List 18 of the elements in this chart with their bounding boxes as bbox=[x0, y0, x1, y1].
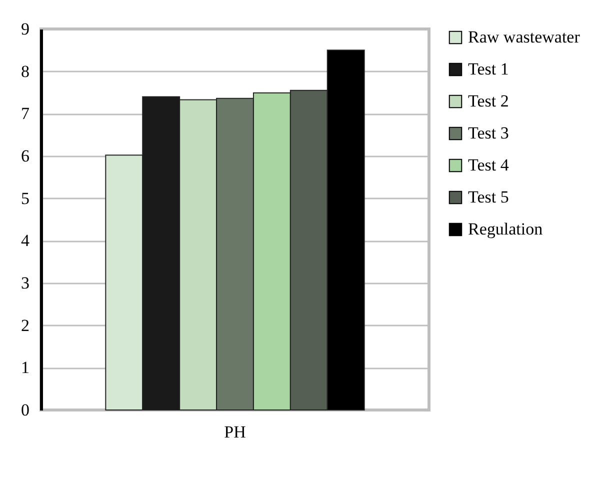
legend-label: Test 4 bbox=[468, 156, 510, 174]
legend-label: Test 5 bbox=[468, 188, 509, 206]
y-tick-label: 8 bbox=[21, 62, 30, 81]
legend-label: Regulation bbox=[468, 220, 544, 238]
y-tick-label: 4 bbox=[21, 231, 30, 250]
y-tick-label: 1 bbox=[21, 358, 30, 378]
legend-label: Test 3 bbox=[468, 124, 509, 142]
y-tick-label: 0 bbox=[21, 400, 30, 420]
y-tick-label: 9 bbox=[21, 20, 30, 38]
legend-label: Test 2 bbox=[468, 92, 509, 110]
y-tick-label: 7 bbox=[21, 104, 30, 124]
x-tick-label: PH bbox=[224, 422, 246, 442]
y-tick-label: 6 bbox=[21, 146, 30, 166]
y-tick-label: 5 bbox=[21, 188, 30, 208]
y-tick-label: 3 bbox=[21, 274, 30, 292]
y-tick-label: 2 bbox=[21, 316, 30, 335]
legend-label: Test 1 bbox=[468, 60, 509, 78]
legend-label: Raw wastewater bbox=[468, 28, 580, 46]
